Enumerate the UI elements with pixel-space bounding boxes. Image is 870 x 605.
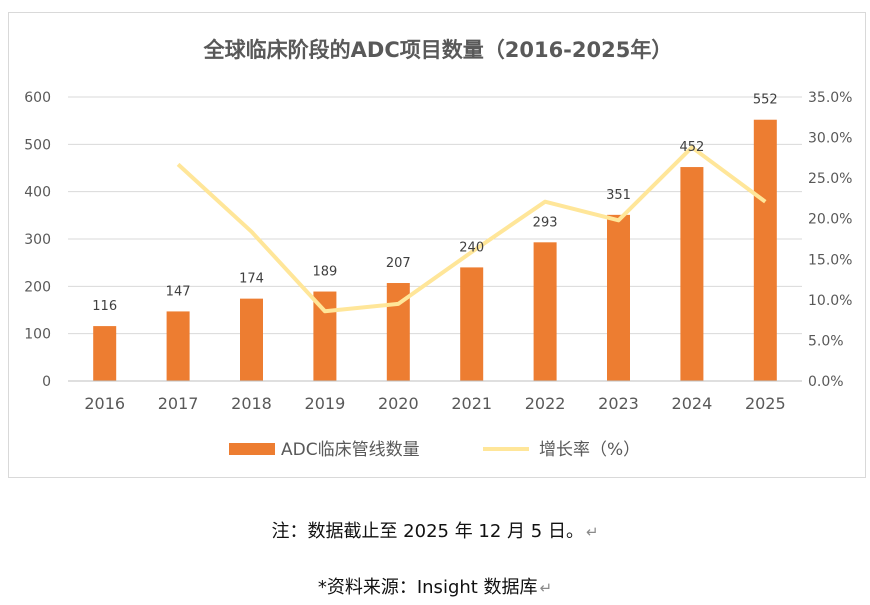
data-label: 240 bbox=[459, 240, 484, 255]
bar-2020 bbox=[386, 283, 410, 381]
data-label: 116 bbox=[92, 299, 117, 314]
x-tick-label: 2020 bbox=[378, 394, 419, 413]
data-label: 174 bbox=[239, 272, 264, 287]
x-tick-label: 2023 bbox=[598, 394, 639, 413]
legend: ADC临床管线数量 增长率（%） bbox=[229, 440, 640, 460]
bar-2018 bbox=[240, 298, 263, 381]
combo-chart: 全球临床阶段的ADC项目数量（2016-2025年） 0 100 200 300 400… bbox=[24, 38, 852, 460]
legend-line-label: 增长率（%） bbox=[539, 440, 640, 460]
x-axis: 2016 2017 2018 2019 2020 2021 2022 2023 2024 2025 bbox=[68, 380, 802, 413]
x-tick-label: 2017 bbox=[158, 394, 199, 413]
x-tick-label: 2025 bbox=[745, 394, 786, 413]
data-label: 207 bbox=[386, 256, 411, 271]
data-label: 293 bbox=[533, 215, 558, 230]
return-mark-icon: ↵ bbox=[585, 523, 599, 541]
x-tick-label: 2024 bbox=[672, 394, 713, 413]
right-tick-label: 0.0% bbox=[808, 374, 844, 390]
bar-2017 bbox=[166, 311, 190, 381]
legend-bar-swatch bbox=[229, 443, 275, 455]
chart-frame: 全球临床阶段的ADC项目数量（2016-2025年） 0 100 200 300 400… bbox=[8, 12, 866, 478]
data-labels: 116 147 174 189 207 240 293 351 452 552 bbox=[92, 93, 777, 314]
right-tick-label: 30.0% bbox=[808, 131, 852, 147]
source-text: *资料来源：Insight 数据库 bbox=[317, 577, 538, 598]
bar-2023 bbox=[607, 214, 630, 381]
data-cutoff-note: 注：数据截止至 2025 年 12 月 5 日。 ↵ bbox=[0, 517, 870, 543]
right-tick-label: 35.0% bbox=[808, 90, 852, 106]
right-tick-label: 5.0% bbox=[808, 333, 844, 349]
right-tick-label: 15.0% bbox=[808, 252, 852, 268]
data-label: 351 bbox=[606, 188, 631, 203]
bar-2016 bbox=[93, 326, 117, 381]
right-axis: 0.0% 5.0% 10.0% 15.0% 20.0% 25.0% 30.0% 35.0% bbox=[808, 90, 852, 390]
x-tick-label: 2018 bbox=[231, 394, 272, 413]
legend-bar-label: ADC临床管线数量 bbox=[281, 440, 420, 460]
left-tick-label: 100 bbox=[24, 327, 51, 343]
right-tick-label: 25.0% bbox=[808, 171, 852, 187]
gridlines bbox=[68, 96, 802, 382]
bar-2022 bbox=[533, 242, 557, 381]
line-series bbox=[176, 145, 767, 314]
bar-2025 bbox=[753, 119, 777, 381]
bar-2019 bbox=[313, 291, 337, 381]
note-text: 注：数据截止至 2025 年 12 月 5 日。 bbox=[271, 521, 584, 542]
right-tick-label: 10.0% bbox=[808, 293, 852, 309]
x-tick-label: 2016 bbox=[84, 394, 125, 413]
bar-series bbox=[93, 119, 777, 381]
x-tick-label: 2021 bbox=[451, 394, 492, 413]
x-tick-label: 2022 bbox=[525, 394, 566, 413]
bar-2021 bbox=[460, 267, 484, 381]
data-label: 147 bbox=[166, 284, 191, 299]
left-tick-label: 300 bbox=[24, 232, 51, 248]
source-note: *资料来源：Insight 数据库 ↵ bbox=[0, 573, 870, 599]
bar-2024 bbox=[680, 167, 704, 381]
left-tick-label: 600 bbox=[24, 90, 51, 106]
right-tick-label: 20.0% bbox=[808, 212, 852, 228]
growth-rate-line bbox=[176, 145, 767, 314]
left-tick-label: 400 bbox=[24, 185, 51, 201]
x-tick-label: 2019 bbox=[305, 394, 346, 413]
data-label: 189 bbox=[312, 265, 337, 280]
left-tick-label: 0 bbox=[42, 374, 51, 390]
return-mark-icon: ↵ bbox=[539, 579, 553, 597]
left-tick-label: 500 bbox=[24, 137, 51, 153]
data-label: 552 bbox=[753, 93, 778, 108]
left-axis: 0 100 200 300 400 500 600 bbox=[24, 90, 51, 390]
chart-title: 全球临床阶段的ADC项目数量（2016-2025年） bbox=[203, 38, 673, 62]
data-label: 452 bbox=[679, 140, 704, 155]
left-tick-label: 200 bbox=[24, 279, 51, 295]
